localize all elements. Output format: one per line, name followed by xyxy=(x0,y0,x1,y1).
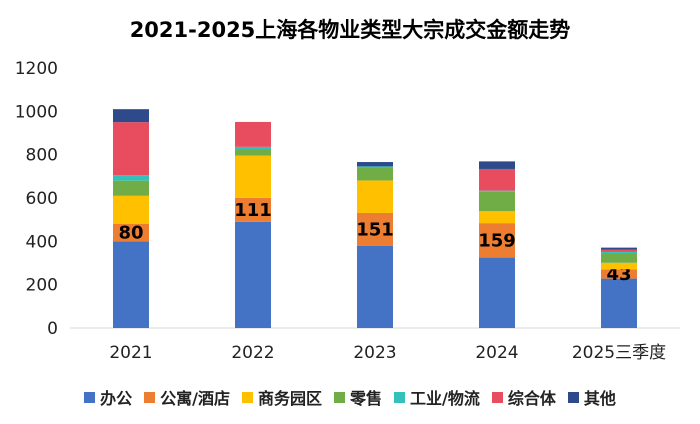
x-tick-label: 2024 xyxy=(475,343,518,363)
y-tick-label: 1000 xyxy=(15,102,58,122)
bar-segment xyxy=(479,161,515,169)
legend-swatch xyxy=(567,391,579,403)
x-tick-label: 2022 xyxy=(231,343,274,363)
x-tick-label: 2021 xyxy=(109,343,152,363)
legend-label: 工业/物流 xyxy=(410,389,480,408)
y-tick-label: 200 xyxy=(26,276,58,296)
legend-label: 其他 xyxy=(583,389,616,408)
bar-segment xyxy=(479,223,515,258)
legend-swatch xyxy=(491,391,503,403)
legend-swatch xyxy=(333,391,345,403)
legend-label: 商务园区 xyxy=(257,389,322,408)
bar-segment xyxy=(113,241,149,328)
legend-label: 公寓/酒店 xyxy=(160,389,230,408)
bar-segment xyxy=(601,269,637,279)
bar-segment xyxy=(357,166,393,168)
bar-segment xyxy=(479,190,515,192)
legend: 办公 公寓/酒店 商务园区 零售 工业/物流 综合体 其他 xyxy=(0,385,700,409)
bar-segment xyxy=(235,121,271,147)
bar-segment xyxy=(113,180,149,196)
y-tick-label: 400 xyxy=(26,232,58,252)
x-tick-label: 2023 xyxy=(353,343,396,363)
legend-swatch xyxy=(241,391,253,403)
legend-swatch xyxy=(394,391,405,403)
bar-segment xyxy=(479,211,515,224)
data-label: 111 xyxy=(234,200,272,221)
bar-segment xyxy=(113,122,149,176)
y-tick-label: 1200 xyxy=(15,59,58,79)
bar-segment xyxy=(235,149,271,156)
bar-segment xyxy=(235,221,271,328)
legend-swatch xyxy=(144,391,156,403)
legend-item: 办公 xyxy=(84,385,132,409)
bar-segment xyxy=(357,162,393,167)
legend-label: 零售 xyxy=(349,389,382,408)
legend-label: 办公 xyxy=(100,389,133,408)
legend-item: 工业/物流 xyxy=(394,385,480,409)
bar-segment xyxy=(357,167,393,181)
bar-segment xyxy=(601,251,637,254)
legend-item: 公寓/酒店 xyxy=(144,385,230,409)
y-tick-label: 800 xyxy=(26,146,58,166)
bar-segment xyxy=(601,278,637,328)
y-tick-label: 600 xyxy=(26,189,58,209)
bar-segment xyxy=(601,253,637,263)
data-label: 80 xyxy=(118,223,143,244)
legend-item: 综合体 xyxy=(491,385,556,409)
bar-segment xyxy=(235,146,271,150)
y-tick-label: 0 xyxy=(47,319,58,339)
legend-item: 其他 xyxy=(567,385,616,409)
bar-segment xyxy=(357,180,393,213)
legend-label: 综合体 xyxy=(507,389,556,408)
bar-segment xyxy=(357,212,393,246)
bar-segment xyxy=(357,245,393,328)
bar-segment xyxy=(113,109,149,123)
legend-swatch xyxy=(84,391,96,403)
bar-segment xyxy=(479,168,515,191)
bar-segment xyxy=(113,175,149,181)
bar-segment xyxy=(113,224,149,242)
bar-segment xyxy=(601,262,637,270)
chart-title: 2021-2025上海各物业类型大宗成交金额走势 xyxy=(129,18,571,42)
bar-segment xyxy=(113,195,149,224)
bar-segment xyxy=(601,249,637,252)
data-label: 159 xyxy=(478,230,516,251)
bar-segment xyxy=(235,197,271,222)
legend-item: 商务园区 xyxy=(241,385,322,409)
bar-segment xyxy=(479,257,515,328)
x-tick-label: 2025三季度 xyxy=(572,343,666,363)
legend-item: 零售 xyxy=(333,385,382,409)
data-label: 151 xyxy=(356,219,394,240)
bar-segment xyxy=(235,155,271,198)
bar-segment xyxy=(601,247,637,250)
bar-segment xyxy=(479,191,515,212)
